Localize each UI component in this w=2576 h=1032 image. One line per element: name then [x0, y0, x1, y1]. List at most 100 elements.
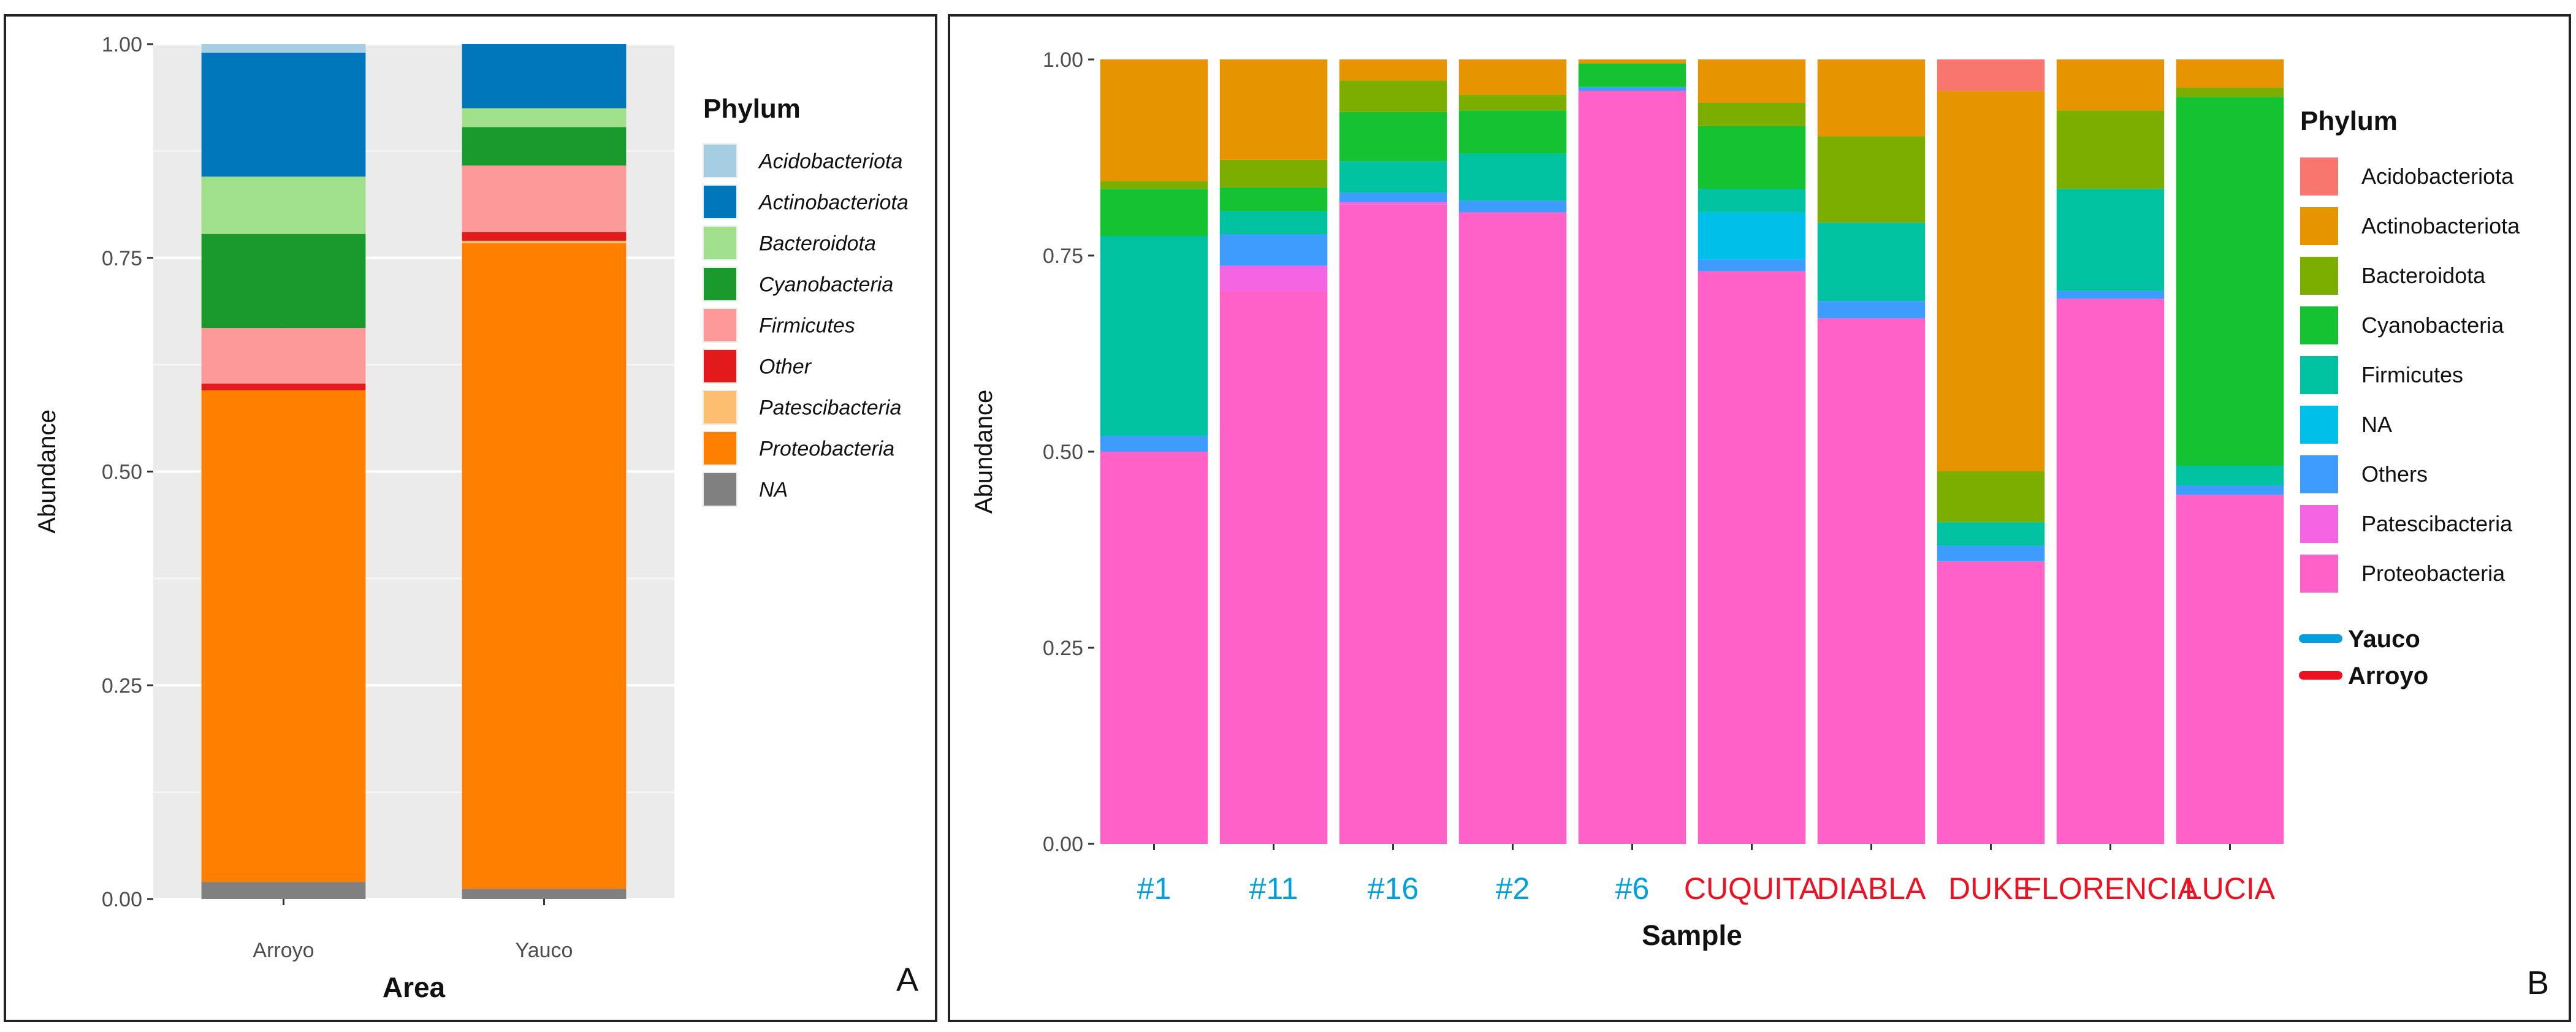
y-tick-label: 0.25: [102, 674, 142, 697]
bar-2-cyanobacteria: [1458, 110, 1567, 154]
legend-key-firmicutes: [2300, 356, 2338, 394]
chart-a: 0.00 0.25 0.50 0.75 1.00 Arroyo Yauco Area Abund…: [34, 33, 918, 1003]
y-tick-label: 0.25: [1043, 637, 1083, 660]
legend-label-na: NA: [2361, 412, 2392, 437]
group-legend-label-yauco: Yauco: [2348, 626, 2420, 653]
bar-yauco-proteobacteria: [462, 243, 627, 889]
x-tick-label-6: #6: [1615, 871, 1650, 906]
bar-lucia-firmicutes: [2176, 466, 2284, 486]
panel-label: B: [2527, 965, 2549, 1001]
y-tick-label: 0.50: [1043, 441, 1083, 464]
legend-key-acidobacteriota: [703, 143, 737, 178]
bar-florencia-actinobacteriota: [2056, 59, 2165, 111]
legend-key-patescibacteria: [703, 390, 737, 425]
bar-6-actinobacteriota: [1578, 59, 1686, 64]
bar-duke-bacteroidota: [1937, 471, 2045, 523]
legend-label-na: NA: [759, 479, 788, 502]
y-tick-label: 0.00: [1043, 833, 1083, 856]
legend-key-cyanobacteria: [703, 267, 737, 302]
bar-duke-proteobacteria: [1937, 561, 2045, 844]
x-tick-label-cuquita: CUQUITA: [1684, 871, 1820, 906]
legend-key-na: [703, 472, 737, 507]
bar-arroyo-other: [201, 383, 366, 390]
x-tick-label-florencia: FLORENCIA: [2022, 871, 2198, 906]
bar-11-patescibacteria: [1219, 265, 1328, 291]
bar-arroyo-cyanobacteria: [201, 233, 366, 328]
bar-yauco-actinobacteriota: [462, 44, 627, 108]
y-tick-label: 0.50: [102, 461, 142, 484]
y-tick-label: 0.00: [102, 888, 142, 911]
legend-label-firmicutes: Firmicutes: [759, 314, 855, 338]
legend-title: Phylum: [703, 94, 801, 124]
bar-11-bacteroidota: [1219, 159, 1328, 188]
bar-lucia-others: [2176, 485, 2284, 495]
legend-key-firmicutes: [703, 308, 737, 343]
legend-key-actinobacteriota: [703, 184, 737, 219]
y-tick-label: 0.75: [102, 247, 142, 270]
bar-16-cyanobacteria: [1339, 112, 1447, 162]
x-tick-label-yauco: Yauco: [516, 939, 573, 962]
bar-2-actinobacteriota: [1458, 59, 1567, 95]
bar-yauco-cyanobacteria: [462, 127, 627, 166]
x-tick-label-duke: DUKE: [1948, 871, 2033, 906]
bar-duke-acidobacteriota: [1937, 59, 2045, 91]
legend-key-na: [2300, 406, 2338, 444]
bar-yauco-firmicutes: [462, 165, 627, 232]
bar-16-bacteroidota: [1339, 80, 1447, 112]
bar-cuquita-cyanobacteria: [1698, 126, 1806, 189]
bar-1-proteobacteria: [1100, 452, 1208, 844]
legend-key-actinobacteriota: [2300, 207, 2338, 245]
bar-florencia-others: [2056, 290, 2165, 299]
bar-2-proteobacteria: [1458, 212, 1567, 844]
bar-arroyo-firmicutes: [201, 328, 366, 384]
legend-label-other: Other: [759, 355, 812, 379]
bar-16-actinobacteriota: [1339, 59, 1447, 81]
bar-diabla-bacteroidota: [1817, 136, 1926, 223]
bar-11-others: [1219, 234, 1328, 266]
bar-cuquita-firmicutes: [1698, 189, 1806, 213]
bar-arroyo-na: [201, 882, 366, 899]
panel-label: A: [896, 962, 918, 998]
bar-yauco-patescibacteria: [462, 240, 627, 244]
x-axis-title: Sample: [1642, 919, 1742, 951]
legend-label-cyanobacteria: Cyanobacteria: [2361, 313, 2504, 338]
x-tick-label-diabla: DIABLA: [1817, 871, 1927, 906]
panel-a: 0.00 0.25 0.50 0.75 1.00 Arroyo Yauco Area Abund…: [4, 14, 937, 1022]
legend-key-cyanobacteria: [2300, 306, 2338, 344]
bar-1-others: [1100, 436, 1208, 452]
legend-label-proteobacteria: Proteobacteria: [2361, 561, 2506, 586]
bar-diabla-actinobacteriota: [1817, 59, 1926, 137]
bar-2-bacteroidota: [1458, 94, 1567, 111]
bar-6-proteobacteria: [1578, 91, 1686, 844]
bar-arroyo-actinobacteriota: [201, 52, 366, 177]
bar-cuquita-actinobacteriota: [1698, 59, 1806, 103]
bar-diabla-firmicutes: [1817, 222, 1926, 302]
y-axis-title: Abundance: [34, 409, 61, 533]
bar-11-proteobacteria: [1219, 290, 1328, 844]
bar-florencia-bacteroidota: [2056, 110, 2165, 189]
legend-key-acidobacteriota: [2300, 157, 2338, 195]
bar-lucia-bacteroidota: [2176, 88, 2284, 97]
bar-2-firmicutes: [1458, 153, 1567, 201]
y-tick-label: 0.75: [1043, 245, 1083, 268]
legend-label-acidobacteriota: Acidobacteriota: [2361, 164, 2514, 189]
bar-yauco-bacteroidota: [462, 108, 627, 127]
bar-florencia-proteobacteria: [2056, 298, 2165, 844]
bar-yauco-other: [462, 232, 627, 241]
legend-label-cyanobacteria: Cyanobacteria: [759, 273, 893, 297]
legend-key-others: [2300, 455, 2338, 493]
legend-label-patescibacteria: Patescibacteria: [2361, 511, 2513, 536]
bar-florencia-firmicutes: [2056, 189, 2165, 291]
legend-label-acidobacteriota: Acidobacteriota: [758, 150, 902, 173]
legend-key-bacteroidota: [703, 226, 737, 260]
bar-11-firmicutes: [1219, 211, 1328, 235]
legend-key-patescibacteria: [2300, 505, 2338, 543]
x-tick-label-16: #16: [1368, 871, 1419, 906]
bar-duke-actinobacteriota: [1937, 91, 2045, 471]
bar-6-cyanobacteria: [1578, 63, 1686, 87]
x-tick-label-arroyo: Arroyo: [253, 939, 314, 962]
bar-1-bacteroidota: [1100, 181, 1208, 189]
legend-label-proteobacteria: Proteobacteria: [759, 438, 894, 461]
legend-key-bacteroidota: [2300, 257, 2338, 295]
x-axis-title: Area: [383, 971, 446, 1003]
